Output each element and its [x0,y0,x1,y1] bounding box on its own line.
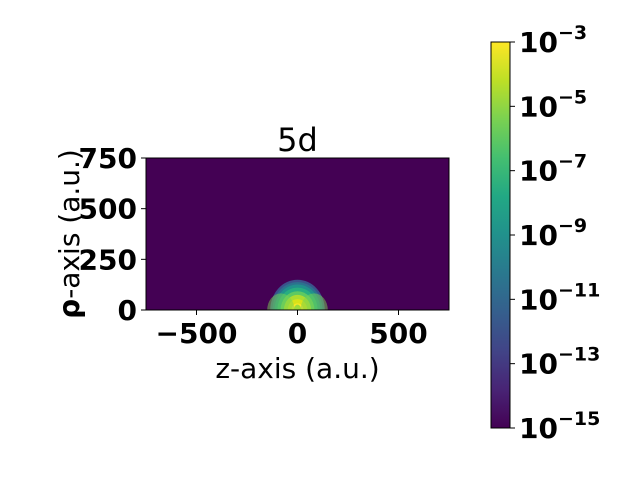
density-region [267,279,328,310]
colorbar-tick-label: 10−9 [519,215,587,252]
density-lobe [300,293,328,310]
density-node [293,304,302,310]
density-lobe [267,293,295,310]
y-axis-ticks: 0 250 500 750 [79,142,146,327]
colorbar-tick-label: 10−7 [519,151,587,188]
y-axis-label-text: -axis (a.u.) [53,149,86,299]
y-tick-label: 500 [79,193,137,226]
chart-title: 5d [277,121,318,159]
colorbar-ticks: 10−3 10−5 10−7 10−9 10−11 10−13 10−15 [510,22,600,445]
colorbar: 10−3 10−5 10−7 10−9 10−11 10−13 10−15 [490,22,600,445]
x-axis-label: z-axis (a.u.) [215,352,379,385]
y-tick-label: 750 [79,142,137,175]
y-tick-label: 250 [79,243,137,276]
colorbar-tick-label: 10−11 [519,279,600,316]
x-tick-label: 500 [369,317,427,350]
x-tick-label: 0 [288,317,307,350]
colorbar-gradient [490,41,511,429]
y-tick-label: 0 [118,294,137,327]
colorbar-tick-label: 10−5 [519,86,587,123]
x-axis-ticks: −500 0 500 [156,310,428,350]
colorbar-tick-label: 10−13 [519,344,600,381]
colorbar-tick-label: 10−3 [519,22,587,59]
x-tick-label: −500 [156,317,238,350]
colorbar-tick-label: 10−15 [519,408,600,445]
heatmap-plot-area [145,157,450,311]
y-axis-label-symbol: ρ [53,299,86,319]
y-axis-label: ρ-axis (a.u.) [53,149,86,319]
